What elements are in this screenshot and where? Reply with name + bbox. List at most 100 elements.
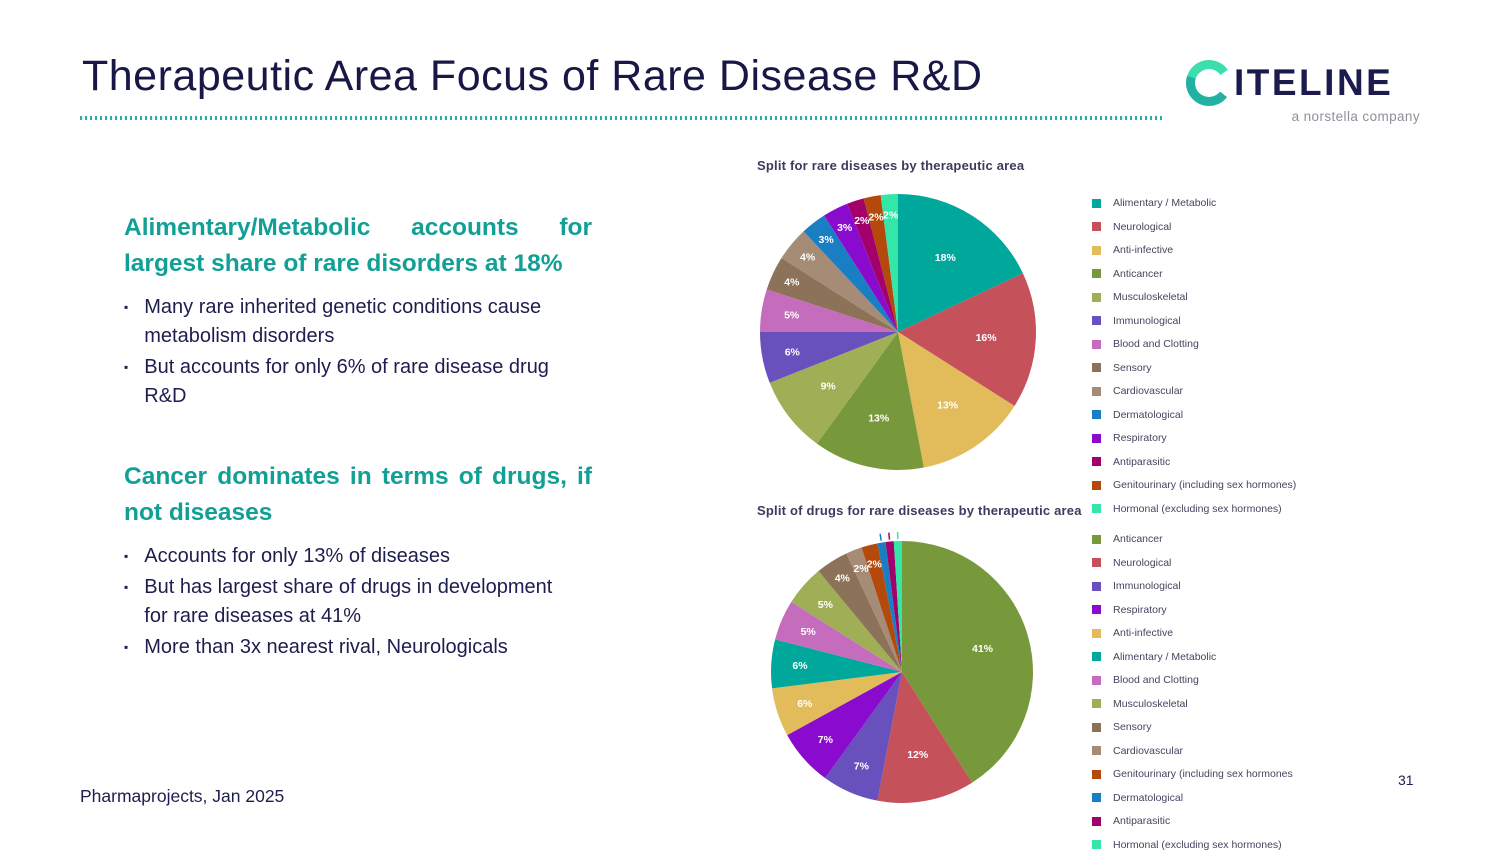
legend-item: Hormonal (excluding sex hormones) [1092,503,1296,515]
pie-slice-label: 12% [907,749,929,761]
legend-label: Respiratory [1113,604,1167,616]
legend-label: Immunological [1113,580,1181,592]
legend-diseases: Alimentary / Metabolic Neurological Anti-i… [1092,197,1296,526]
legend-item: Immunological [1092,580,1293,592]
legend-item: Respiratory [1092,604,1293,616]
section-heading: Cancer dominates in terms of drugs, if n… [124,459,592,530]
bullet-item: ▪ Many rare inherited genetic conditions… [124,293,566,351]
legend-swatch [1092,535,1101,544]
pie-slice-label: 6% [785,347,801,359]
legend-item: Musculoskeletal [1092,698,1293,710]
legend-item: Neurological [1092,557,1293,569]
legend-swatch [1092,199,1101,208]
legend-swatch [1092,793,1101,802]
legend-swatch [1092,293,1101,302]
legend-swatch [1092,558,1101,567]
pie-chart-drugs: 41%12%7%7%6%6%5%5%4%2%2% [752,530,1052,820]
legend-label: Dermatological [1113,409,1183,421]
pie-slice-label: 41% [972,643,994,655]
pie-leader-tick [880,534,881,541]
legend-swatch [1092,434,1101,443]
pie-slice-label: 7% [854,760,870,772]
legend-swatch [1092,504,1101,513]
legend-swatch [1092,269,1101,278]
page-number: 31 [1398,772,1414,788]
pie-slice-label: 2% [868,211,884,223]
legend-swatch [1092,246,1101,255]
pie-slice-label: 5% [784,310,800,322]
legend-label: Anticancer [1113,533,1163,545]
legend-label: Musculoskeletal [1113,698,1188,710]
legend-item: Neurological [1092,221,1296,233]
bullet-text: More than 3x nearest rival, Neurological… [144,633,508,662]
legend-swatch [1092,410,1101,419]
bullet-square-icon: ▪ [124,548,128,571]
bullet-item: ▪ But accounts for only 6% of rare disea… [124,353,566,411]
citeline-logo: ITELINE a norstella company [1186,60,1424,124]
legend-swatch [1092,605,1101,614]
legend-item: Antiparasitic [1092,456,1296,468]
pie-slice-label: 3% [819,234,835,246]
legend-label: Immunological [1113,315,1181,327]
legend-label: Musculoskeletal [1113,291,1188,303]
legend-label: Genitourinary (including sex hormones) [1113,479,1296,491]
legend-label: Sensory [1113,362,1152,374]
legend-label: Alimentary / Metabolic [1113,197,1216,209]
legend-item: Sensory [1092,362,1296,374]
text-column: Alimentary/Metabolic accounts for larges… [124,210,592,664]
bullet-item: ▪ But has largest share of drugs in deve… [124,573,566,631]
legend-swatch [1092,316,1101,325]
legend-item: Musculoskeletal [1092,291,1296,303]
legend-label: Hormonal (excluding sex hormones) [1113,839,1282,851]
pie-slice-label: 6% [797,698,813,710]
legend-item: Immunological [1092,315,1296,327]
legend-item: Alimentary / Metabolic [1092,651,1293,663]
legend-item: Anti-infective [1092,627,1293,639]
legend-label: Neurological [1113,221,1171,233]
pie-slice-label: 13% [868,413,890,425]
bullet-text: Accounts for only 13% of diseases [144,542,450,571]
legend-label: Hormonal (excluding sex hormones) [1113,503,1282,515]
legend-label: Cardiovascular [1113,385,1183,397]
legend-swatch [1092,652,1101,661]
legend-label: Anticancer [1113,268,1163,280]
bullet-square-icon: ▪ [124,639,128,662]
legend-label: Genitourinary (including sex hormones [1113,768,1293,780]
legend-item: Dermatological [1092,792,1293,804]
legend-swatch [1092,629,1101,638]
legend-label: Antiparasitic [1113,456,1170,468]
pie-slice-label: 2% [867,559,883,571]
page-title: Therapeutic Area Focus of Rare Disease R… [82,52,983,101]
bullet-list: ▪ Accounts for only 13% of diseases ▪ Bu… [124,542,592,662]
legend-swatch [1092,582,1101,591]
legend-swatch [1092,222,1101,231]
legend-item: Antiparasitic [1092,815,1293,827]
legend-swatch [1092,817,1101,826]
section-spacer [124,413,592,459]
chart-title-drugs: Split of drugs for rare diseases by ther… [757,503,1082,518]
legend-item: Alimentary / Metabolic [1092,197,1296,209]
legend-item: Respiratory [1092,432,1296,444]
section-heading: Alimentary/Metabolic accounts for larges… [124,210,592,281]
citeline-wordmark: ITELINE [1234,62,1393,104]
bullet-item: ▪ More than 3x nearest rival, Neurologic… [124,633,566,662]
legend-label: Respiratory [1113,432,1167,444]
pie-chart-diseases: 18%16%13%13%9%6%5%4%4%3%3%2%2%2% [748,182,1048,482]
bullet-text: But has largest share of drugs in develo… [144,573,566,631]
legend-label: Anti-infective [1113,627,1173,639]
legend-label: Dermatological [1113,792,1183,804]
bullet-text: But accounts for only 6% of rare disease… [144,353,566,411]
bullet-square-icon: ▪ [124,359,128,411]
slide: Therapeutic Area Focus of Rare Disease R… [0,0,1500,844]
bullet-item: ▪ Accounts for only 13% of diseases [124,542,566,571]
legend-label: Blood and Clotting [1113,338,1199,350]
legend-item: Hormonal (excluding sex hormones) [1092,839,1293,851]
legend-item: Anti-infective [1092,244,1296,256]
citeline-c-icon [1186,60,1232,106]
legend-label: Anti-infective [1113,244,1173,256]
legend-label: Alimentary / Metabolic [1113,651,1216,663]
legend-swatch [1092,723,1101,732]
pie-slice-label: 6% [792,660,808,672]
pie-slice-label: 4% [800,252,816,264]
bullet-square-icon: ▪ [124,299,128,351]
